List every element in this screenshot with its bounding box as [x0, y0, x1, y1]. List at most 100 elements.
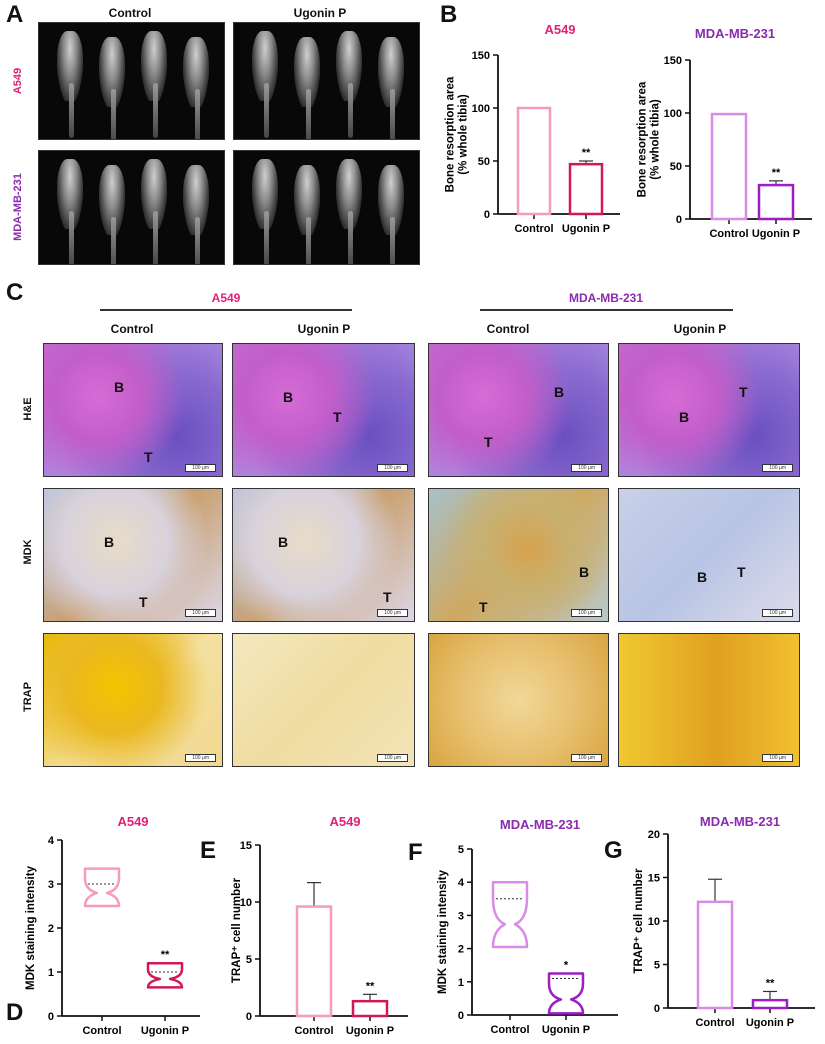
y-tick-label: 0: [458, 1010, 464, 1022]
significance-marker: **: [766, 977, 775, 989]
scale-bar: 100 µm: [185, 464, 216, 472]
y-tick-label: 0: [676, 214, 682, 226]
scale-bar: 100 µm: [185, 609, 216, 617]
y-tick-label: 4: [48, 835, 55, 847]
tissue-label: T: [383, 589, 392, 605]
y-tick-label: 0: [654, 1003, 660, 1015]
y-tick-label: 150: [664, 55, 682, 67]
scale-bar: 100 µm: [762, 609, 793, 617]
a-header-ugonin: Ugonin P: [293, 6, 347, 20]
xray-image: [233, 22, 420, 140]
scale-bar: 100 µm: [762, 754, 793, 762]
micrograph-trap: 100 µm: [428, 633, 609, 767]
x-tick-label: Ugonin P: [752, 228, 800, 240]
tibia-shaft: [111, 217, 116, 264]
c-header-control-a549: Control: [110, 322, 154, 336]
y-tick-label: 0: [246, 1011, 252, 1023]
panel-label-e: E: [200, 837, 217, 864]
panel-label-b: B: [440, 1, 458, 28]
xray-image: [38, 22, 225, 140]
a-header-control: Control: [108, 6, 152, 20]
micrograph-mdk: B T 100 µm: [232, 488, 415, 622]
tissue-label: B: [697, 569, 708, 585]
tissue-label: T: [139, 594, 148, 610]
tibia-shaft: [69, 83, 74, 138]
xray-image: [38, 150, 225, 265]
violin: [491, 880, 529, 949]
scale-bar: 100 µm: [377, 754, 408, 762]
tibia-shaft: [264, 211, 269, 264]
chart-title: MDA-MB-231: [500, 817, 580, 832]
tissue-label: B: [679, 409, 690, 425]
c-divider-mda: [480, 309, 733, 311]
tibia-shaft: [195, 217, 200, 264]
bar: [295, 905, 333, 1018]
y-tick-label: 0: [48, 1011, 54, 1023]
tissue-label: B: [104, 534, 115, 550]
scale-bar: 100 µm: [185, 754, 216, 762]
tissue-label: B: [278, 534, 289, 550]
tibia-shaft: [153, 211, 158, 264]
x-tick-label: Control: [294, 1025, 333, 1037]
bar: [757, 183, 795, 221]
y-axis-label: Bone resorption area: [445, 76, 457, 192]
y-tick-label: 3: [48, 879, 54, 891]
tissue-label: B: [554, 384, 565, 400]
tibia-shaft: [348, 83, 353, 138]
c-divider-a549: [100, 309, 352, 311]
chart-title: A549: [544, 22, 575, 37]
micrograph-trap: 100 µm: [43, 633, 223, 767]
violin: [146, 961, 184, 989]
tibia-shaft: [153, 83, 158, 138]
chart-title: MDA-MB-231: [700, 814, 780, 829]
micrograph-he: B T 100 µm: [232, 343, 415, 477]
tibia-shaft: [306, 217, 311, 264]
bar: [710, 112, 748, 221]
significance-marker: **: [161, 949, 170, 961]
bar: [751, 998, 789, 1010]
x-tick-label: Control: [514, 223, 553, 235]
chart-title: A549: [117, 814, 148, 829]
tibia-shaft: [390, 217, 395, 264]
micrograph-mdk: B T 100 µm: [428, 488, 609, 622]
tissue-label: T: [484, 434, 493, 450]
panel-label-a: A: [6, 1, 24, 28]
tibia-shaft: [69, 211, 74, 264]
tissue-label: T: [333, 409, 342, 425]
y-tick-label: 5: [654, 960, 660, 972]
tissue-label: B: [579, 564, 590, 580]
y-tick-label: 150: [472, 50, 490, 62]
x-tick-label: Control: [709, 228, 748, 240]
x-tick-label: Control: [490, 1024, 529, 1036]
scale-bar: 100 µm: [377, 464, 408, 472]
y-tick-label: 100: [472, 103, 490, 115]
y-tick-label: 50: [670, 161, 682, 173]
tissue-label: T: [479, 599, 488, 615]
tibia-shaft: [195, 89, 200, 139]
y-tick-label: 2: [48, 923, 54, 935]
y-tick-label: 15: [648, 873, 660, 885]
tibia-shaft: [390, 89, 395, 139]
tibia-shaft: [306, 89, 311, 139]
micrograph-trap: 100 µm: [618, 633, 800, 767]
tissue-label: B: [114, 379, 125, 395]
bar: [568, 162, 604, 216]
y-tick-label: 5: [246, 954, 252, 966]
c-header-control-mda: Control: [486, 322, 530, 336]
y-axis-label: (% whole tibia): [650, 99, 662, 180]
bar: [516, 106, 552, 216]
y-tick-label: 100: [664, 108, 682, 120]
y-axis-label: MDK staining intensity: [437, 869, 449, 994]
micrograph-he: T B 100 µm: [618, 343, 800, 477]
y-axis-label: MDK staining intensity: [25, 865, 37, 990]
y-tick-label: 50: [478, 156, 490, 168]
y-axis-label: (% whole tibia): [458, 94, 470, 175]
panel-label-c: C: [6, 279, 24, 306]
y-tick-label: 15: [240, 840, 252, 852]
y-axis-label: TRAP⁺ cell number: [633, 868, 645, 974]
y-axis-label: Bone resorption area: [637, 81, 649, 197]
y-tick-label: 3: [458, 910, 464, 922]
tissue-label: B: [283, 389, 294, 405]
c-header-ugonin-mda: Ugonin P: [673, 322, 727, 336]
